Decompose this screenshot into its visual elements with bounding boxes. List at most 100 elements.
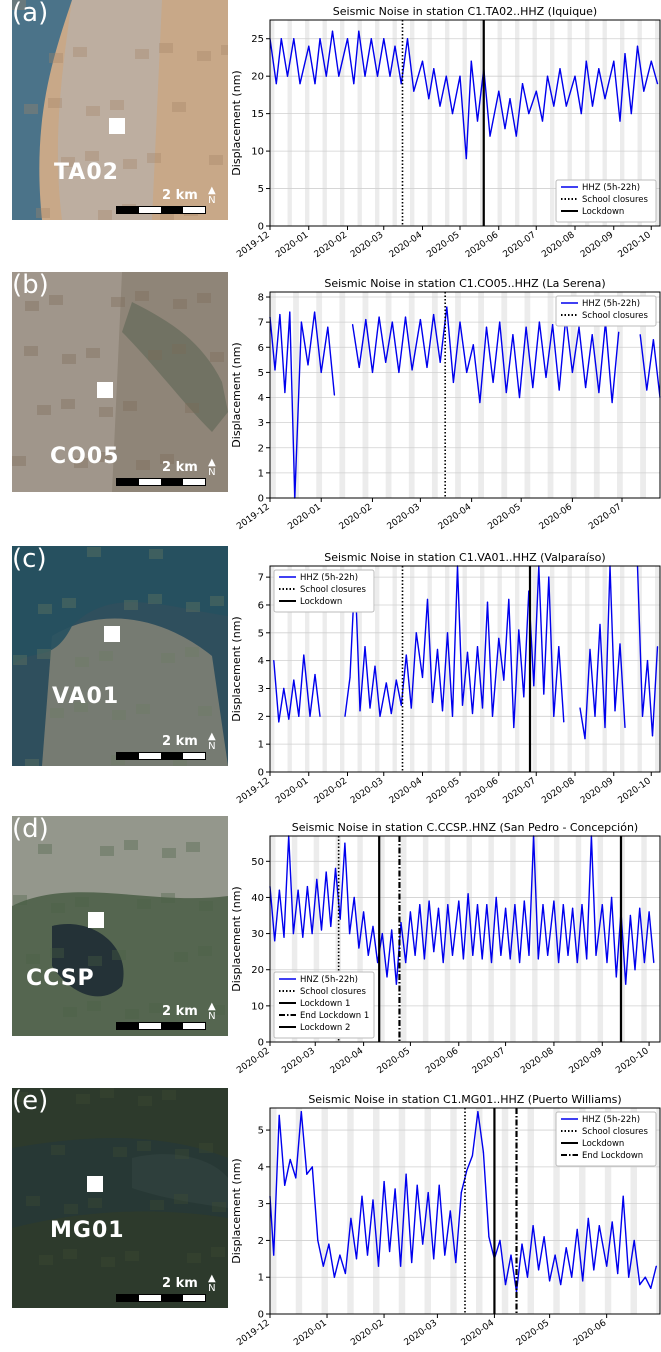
grid-band xyxy=(427,20,432,226)
data-point xyxy=(394,45,396,47)
data-point xyxy=(554,1254,556,1256)
data-point xyxy=(476,646,479,648)
data-point xyxy=(558,646,560,648)
grid-band xyxy=(340,20,345,226)
terrain-patch xyxy=(61,157,75,167)
grid-band xyxy=(585,20,590,226)
x-tick-label: 2020-06 xyxy=(464,230,501,260)
terrain-patch xyxy=(51,1145,65,1155)
grid-band xyxy=(575,836,582,1042)
data-point xyxy=(433,314,435,316)
data-point xyxy=(498,90,500,92)
x-tick-label: 2020-10 xyxy=(616,230,653,260)
grid-band xyxy=(497,20,502,226)
grid-band xyxy=(567,566,572,772)
data-point xyxy=(523,900,525,902)
data-point xyxy=(273,660,275,662)
x-tick-label: 2020-01 xyxy=(274,776,311,806)
station-marker xyxy=(109,118,125,134)
data-point xyxy=(514,904,516,906)
data-point xyxy=(371,371,374,373)
y-tick-label: 5 xyxy=(258,368,264,379)
grid-band xyxy=(373,1108,380,1314)
data-point xyxy=(344,715,346,717)
grid-band xyxy=(270,20,275,226)
data-point xyxy=(576,961,578,964)
y-tick-label: 3 xyxy=(258,418,264,429)
data-point xyxy=(581,904,583,906)
scale-bar xyxy=(116,478,206,486)
data-point xyxy=(519,961,521,964)
data-point xyxy=(339,1254,341,1256)
data-point xyxy=(650,1287,652,1289)
x-tick-label: 2019-12 xyxy=(235,776,272,806)
data-point xyxy=(299,83,301,85)
data-point xyxy=(491,715,494,717)
terrain-patch xyxy=(98,452,112,462)
data-point xyxy=(639,1283,641,1286)
chart-title: Seismic Noise in station C1.CO05..HHZ (L… xyxy=(324,277,605,290)
north-arrow-icon: ▲ N xyxy=(208,731,216,752)
data-point xyxy=(415,632,417,634)
data-point xyxy=(538,321,540,323)
x-tick-label: 2020-07 xyxy=(501,776,538,806)
data-point xyxy=(518,629,520,631)
grid-band xyxy=(501,292,508,498)
grid-band xyxy=(287,566,292,772)
data-point xyxy=(489,135,491,137)
legend: HHZ (5h-22h) School closures Lockdown xyxy=(273,569,375,613)
grid-band xyxy=(445,566,450,772)
x-tick-label: 2020-10 xyxy=(614,1046,651,1076)
grid-band xyxy=(321,1108,328,1314)
data-point xyxy=(504,907,507,909)
x-tick-label: 2020-07 xyxy=(471,1046,508,1076)
data-point xyxy=(499,1239,501,1242)
terrain-patch xyxy=(25,759,39,766)
data-point xyxy=(617,1272,619,1275)
data-point xyxy=(344,842,346,844)
data-point xyxy=(549,1280,551,1282)
terrain-patch xyxy=(73,47,87,57)
data-point xyxy=(421,676,424,678)
data-point xyxy=(438,1184,440,1186)
data-point xyxy=(628,1276,630,1278)
data-point xyxy=(477,1111,479,1113)
terrain-patch xyxy=(113,1147,127,1157)
station-label: CO05 xyxy=(50,444,120,469)
terrain-patch xyxy=(159,43,173,53)
terrain-patch xyxy=(12,456,26,466)
data-point xyxy=(273,1254,275,1256)
series-line xyxy=(269,306,661,499)
data-point xyxy=(528,113,530,115)
y-tick-label: 2 xyxy=(258,1236,264,1247)
terrain-patch xyxy=(112,950,126,960)
legend-label: Lockdown xyxy=(582,207,624,217)
y-tick-label: 2 xyxy=(258,712,264,723)
data-point xyxy=(303,654,305,656)
data-point xyxy=(585,386,587,389)
data-point xyxy=(459,321,461,323)
terrain-patch xyxy=(221,45,228,55)
data-point xyxy=(333,1276,335,1278)
y-tick-label: 0 xyxy=(258,222,264,233)
terrain-patch xyxy=(13,655,27,665)
legend-label: Lockdown 2 xyxy=(300,1023,350,1033)
scale-label: 2 km xyxy=(162,460,198,475)
grid-band xyxy=(445,20,450,226)
terrain-patch xyxy=(12,0,26,10)
data-point xyxy=(405,1173,407,1175)
data-point xyxy=(630,113,632,115)
terrain-patch xyxy=(38,604,52,614)
terrain-patch xyxy=(135,49,149,59)
data-point xyxy=(611,1221,613,1223)
grid-band xyxy=(524,292,531,498)
grid-band xyxy=(602,20,607,226)
data-point xyxy=(515,135,517,137)
data-point xyxy=(512,334,514,336)
terrain-patch xyxy=(138,1096,152,1106)
data-point xyxy=(419,319,421,321)
data-point xyxy=(466,651,469,653)
data-point xyxy=(541,120,544,122)
data-point xyxy=(452,381,455,384)
grid-band xyxy=(550,20,555,226)
